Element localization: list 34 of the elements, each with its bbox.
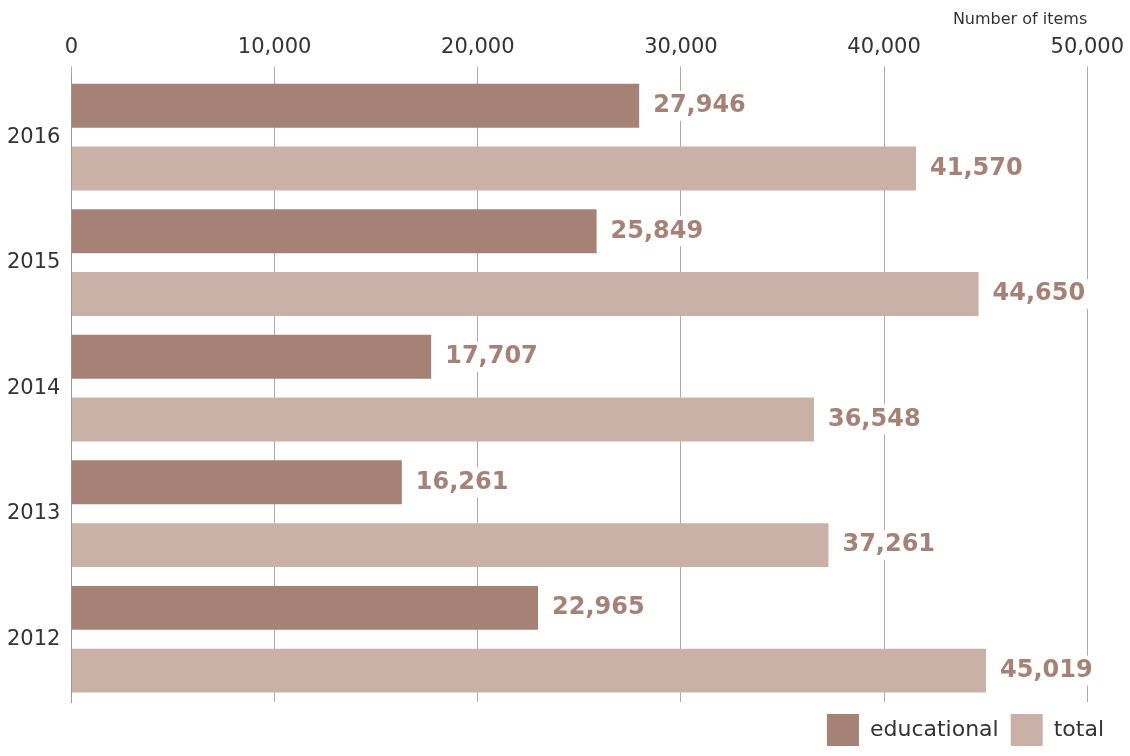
- data-label: 16,261: [415, 466, 509, 495]
- y-tick-label: 2015: [6, 249, 61, 274]
- data-label: 41,570: [929, 152, 1023, 181]
- x-tick-label: 0: [64, 34, 79, 59]
- bar: [71, 648, 987, 693]
- y-tick-label: 2012: [6, 625, 61, 650]
- x-axis-title: Number of items: [952, 8, 1088, 28]
- legend-label: total: [1053, 715, 1105, 741]
- bar: [71, 146, 916, 191]
- data-label: 22,965: [552, 592, 645, 621]
- data-label: 37,261: [842, 529, 936, 558]
- data-label: 27,946: [653, 90, 746, 119]
- bar: [71, 272, 979, 317]
- bar: [71, 83, 640, 128]
- bar: [71, 460, 402, 505]
- data-label: 45,019: [1000, 654, 1093, 683]
- data-label: 44,650: [992, 278, 1086, 307]
- x-tick-label: 10,000: [237, 34, 312, 59]
- legend-label: educational: [869, 715, 999, 741]
- x-tick-label: 20,000: [441, 34, 515, 59]
- x-tick-label: 40,000: [847, 34, 921, 59]
- data-label: 36,548: [827, 403, 921, 432]
- data-label: 25,849: [610, 215, 704, 244]
- bar: [71, 209, 597, 254]
- y-tick-label: 2013: [6, 500, 61, 525]
- bar: [71, 523, 829, 568]
- bar: [71, 397, 814, 442]
- x-tick-label: 50,000: [1050, 34, 1124, 59]
- y-tick-label: 2014: [6, 374, 61, 399]
- bar: [71, 334, 432, 379]
- data-label: 17,707: [445, 341, 538, 370]
- x-tick-label: 30,000: [644, 34, 718, 59]
- y-tick-label: 2016: [6, 123, 61, 148]
- bar: [71, 585, 539, 630]
